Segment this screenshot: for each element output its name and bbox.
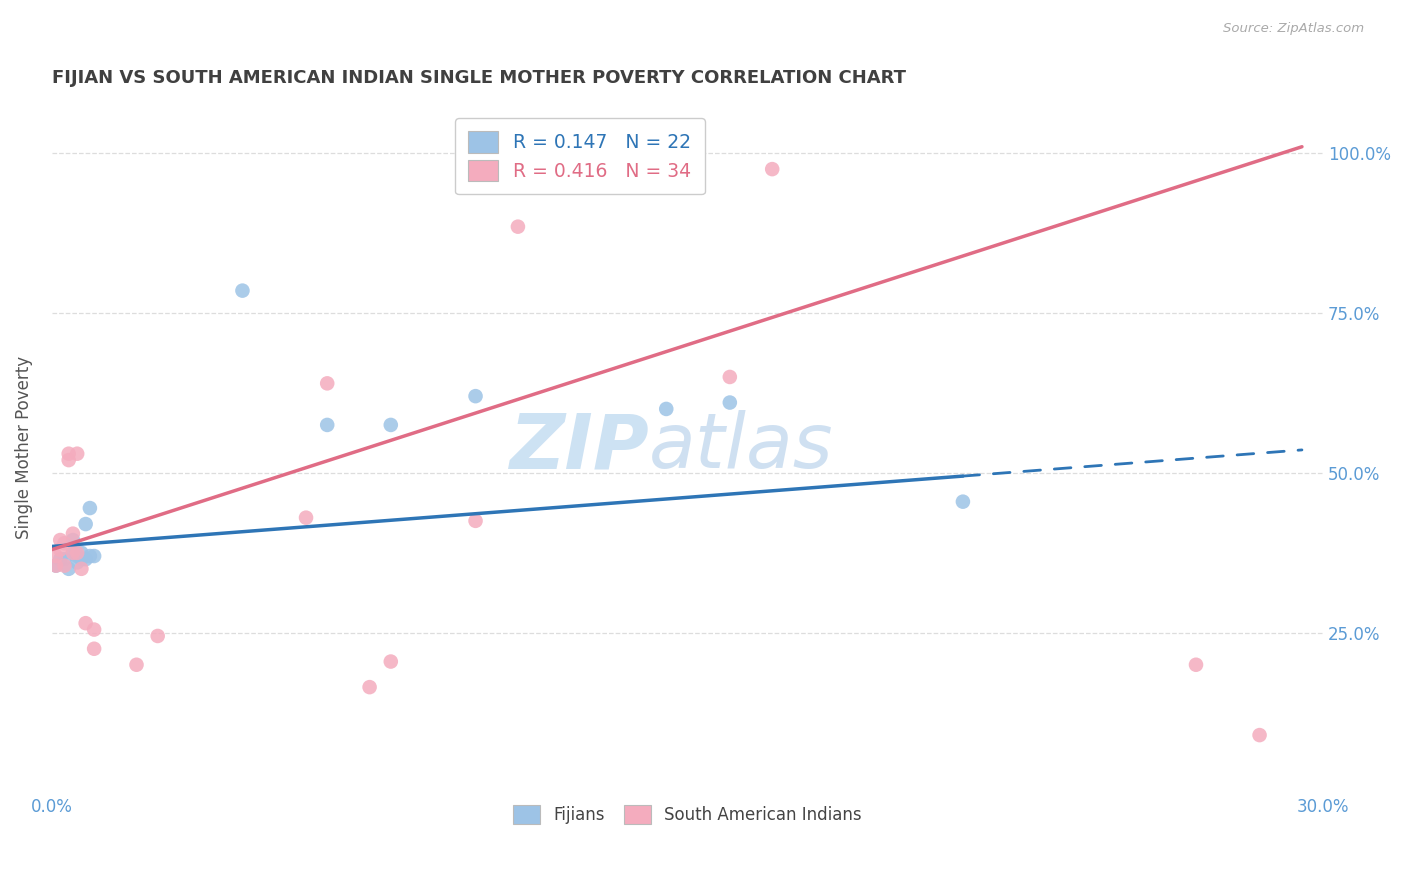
Point xyxy=(66,549,89,563)
Point xyxy=(53,558,76,573)
Point xyxy=(761,162,783,177)
Point xyxy=(1185,657,1208,672)
Text: atlas: atlas xyxy=(650,410,834,484)
Text: FIJIAN VS SOUTH AMERICAN INDIAN SINGLE MOTHER POVERTY CORRELATION CHART: FIJIAN VS SOUTH AMERICAN INDIAN SINGLE M… xyxy=(52,69,905,87)
Y-axis label: Single Mother Poverty: Single Mother Poverty xyxy=(15,356,32,539)
Point xyxy=(550,162,572,177)
Point xyxy=(53,536,76,550)
Point xyxy=(952,494,974,508)
Point xyxy=(45,558,67,573)
Point xyxy=(464,514,486,528)
Point xyxy=(125,657,148,672)
Legend: Fijians, South American Indians: Fijians, South American Indians xyxy=(505,797,870,832)
Point xyxy=(380,417,402,432)
Point xyxy=(66,447,89,461)
Point xyxy=(655,401,678,416)
Point xyxy=(655,162,678,177)
Point xyxy=(718,370,741,384)
Point xyxy=(75,552,97,566)
Point xyxy=(464,389,486,403)
Point xyxy=(58,453,80,467)
Point xyxy=(70,546,93,560)
Point xyxy=(45,549,67,563)
Point xyxy=(62,526,84,541)
Point xyxy=(83,641,105,656)
Point xyxy=(66,556,89,570)
Point xyxy=(62,546,84,560)
Point xyxy=(506,219,529,234)
Point xyxy=(295,510,318,524)
Point xyxy=(613,162,636,177)
Point xyxy=(62,533,84,547)
Point xyxy=(75,616,97,631)
Text: Source: ZipAtlas.com: Source: ZipAtlas.com xyxy=(1223,22,1364,36)
Point xyxy=(49,533,72,547)
Point xyxy=(359,680,381,694)
Point xyxy=(146,629,169,643)
Point xyxy=(1249,728,1271,742)
Point xyxy=(62,546,84,560)
Point xyxy=(380,655,402,669)
Point xyxy=(316,376,339,391)
Point xyxy=(316,417,339,432)
Point xyxy=(231,284,253,298)
Point xyxy=(49,542,72,557)
Point xyxy=(58,562,80,576)
Point xyxy=(53,552,76,566)
Point xyxy=(66,546,89,560)
Point xyxy=(58,447,80,461)
Text: ZIP: ZIP xyxy=(509,410,650,484)
Point xyxy=(75,517,97,532)
Point xyxy=(45,558,67,573)
Point xyxy=(676,162,699,177)
Point xyxy=(70,562,93,576)
Point xyxy=(70,552,93,566)
Point xyxy=(592,162,614,177)
Point xyxy=(79,549,101,563)
Point xyxy=(83,549,105,563)
Point xyxy=(49,552,72,566)
Point xyxy=(79,501,101,516)
Point xyxy=(83,623,105,637)
Point xyxy=(718,395,741,409)
Point xyxy=(571,162,593,177)
